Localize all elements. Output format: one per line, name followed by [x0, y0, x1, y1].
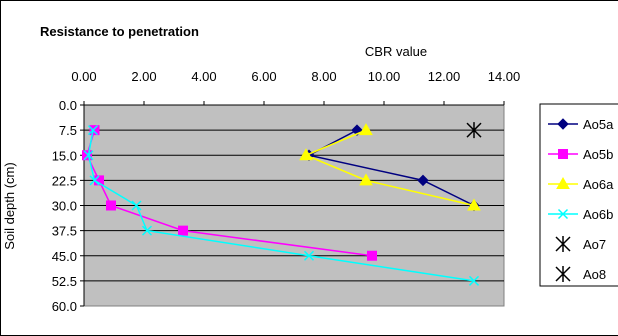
y-tick-label: 37.5 [52, 224, 77, 239]
y-tick-label: 60.0 [52, 299, 77, 314]
data-point [466, 122, 482, 139]
y-tick-label: 0.0 [59, 98, 77, 113]
data-point [89, 125, 100, 136]
x-axis-title: CBR value [365, 44, 427, 59]
y-axis-title: Soil depth (cm) [2, 162, 17, 249]
x-tick-label: 2.00 [131, 69, 156, 84]
legend-marker [556, 176, 570, 189]
legend-item: Ao7 [555, 236, 606, 252]
x-tick-label: 8.00 [311, 69, 336, 84]
series-Ao6a [299, 123, 481, 211]
x-tick-label: 0.00 [71, 69, 96, 84]
data-point [468, 275, 480, 286]
data-point [359, 173, 373, 186]
legend: Ao5a Ao5b Ao6a Ao6b Ao7 Ao8 [539, 103, 618, 287]
data-point [89, 175, 100, 186]
legend-label: Ao7 [583, 237, 606, 252]
legend-marker [557, 208, 569, 220]
series-line [306, 129, 475, 207]
x-tick-label: 6.00 [251, 69, 276, 84]
series-Ao7 [466, 122, 482, 139]
legend-marker [558, 149, 568, 159]
legend-item: Ao6a [548, 176, 614, 192]
y-tick-label: 7.5 [59, 123, 77, 138]
data-point [106, 200, 116, 211]
legend-item: Ao5a [548, 117, 614, 132]
series-line [304, 129, 475, 207]
legend-marker [555, 236, 571, 252]
legend-marker [555, 266, 571, 282]
legend-item: Ao8 [555, 266, 606, 282]
legend-box [539, 103, 618, 287]
y-tick-label: 15.0 [52, 148, 77, 163]
y-tick-label: 45.0 [52, 249, 77, 264]
chart-title: Resistance to penetration [40, 24, 199, 39]
x-tick-label: 14.00 [488, 69, 521, 84]
data-point [467, 198, 481, 211]
legend-item: Ao6b [548, 207, 613, 222]
legend-marker [557, 118, 569, 130]
data-point [83, 150, 94, 161]
plot-area: 0.0 7.5 15.0 22.5 30.0 37.5 45.0 52.5 60.0 0.00 2.… [52, 69, 521, 314]
y-tick-label: 22.5 [52, 173, 77, 188]
data-point [87, 125, 99, 136]
data-point [367, 250, 377, 261]
data-point [303, 250, 315, 261]
data-point [417, 174, 429, 187]
series-Ao6b [83, 125, 480, 286]
legend-label: Ao6a [583, 177, 614, 192]
data-point [131, 200, 142, 211]
data-point [82, 150, 92, 161]
x-tick-label: 4.00 [191, 69, 216, 84]
legend-label: Ao8 [583, 267, 606, 282]
x-tick-label: 10.00 [368, 69, 401, 84]
y-tick-label: 30.0 [52, 199, 77, 214]
data-point [299, 148, 313, 161]
legend-item: Ao5b [548, 147, 613, 162]
legend-label: Ao6b [583, 207, 613, 222]
legend-label: Ao5a [583, 117, 614, 132]
series-Ao5b [82, 125, 377, 261]
legend-label: Ao5b [583, 147, 613, 162]
data-point [359, 123, 373, 136]
data-point [178, 225, 188, 236]
data-point [141, 225, 153, 236]
x-tick-label: 12.00 [428, 69, 461, 84]
y-tick-label: 52.5 [52, 274, 77, 289]
